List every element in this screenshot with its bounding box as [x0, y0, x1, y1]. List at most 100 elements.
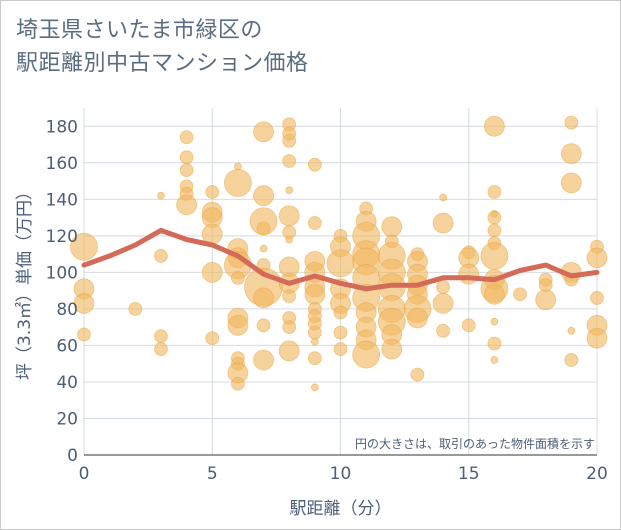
y-tick-label: 0: [67, 446, 78, 466]
bubble-point: [483, 283, 505, 305]
bubble-point: [201, 261, 223, 283]
bubble-point: [586, 247, 608, 269]
bubble-point: [535, 289, 557, 311]
bubble-point: [326, 249, 355, 278]
bubble-point: [282, 133, 297, 148]
bubble-point: [278, 205, 300, 227]
bubble-point: [230, 376, 245, 391]
bubble-point: [590, 291, 604, 305]
bubble-point: [154, 249, 168, 263]
bubble-layer: [70, 115, 608, 392]
x-tick-label: 10: [330, 464, 352, 484]
bubble-point: [490, 356, 499, 364]
bubble-point: [436, 280, 451, 294]
y-axis-ticks: 0 20 40 60 80 100 120 140 160 180: [46, 117, 78, 466]
x-tick-label: 5: [207, 464, 218, 484]
bubble-point: [564, 115, 579, 130]
bubble-point: [307, 351, 322, 366]
x-tick-label: 15: [458, 464, 480, 484]
average-price-line: [81, 227, 600, 292]
bubble-point: [487, 210, 502, 225]
y-tick-label: 80: [56, 300, 78, 320]
bubble-point: [179, 150, 194, 165]
bubble-point: [73, 293, 95, 314]
bubble-point: [307, 325, 322, 340]
bubble-point: [432, 293, 454, 314]
bubble-point: [256, 318, 271, 333]
bubble-point: [70, 232, 98, 261]
x-axis-label: 駅距離（分）: [290, 499, 392, 519]
bubble-point: [381, 216, 403, 238]
bubble-point: [513, 287, 527, 302]
bubble-point: [176, 194, 198, 216]
bubble-point: [461, 318, 476, 333]
bubble-point: [310, 383, 319, 392]
bubble-point: [436, 323, 451, 338]
bubble-point: [227, 314, 249, 336]
bubble-point: [352, 340, 381, 369]
bubble-point: [233, 162, 242, 171]
bubble-point: [230, 270, 245, 285]
bubble-point: [480, 242, 509, 270]
bubble-point: [285, 235, 294, 244]
bubble-point: [564, 353, 579, 367]
x-tick-label: 20: [586, 464, 608, 484]
y-tick-label: 100: [46, 263, 78, 283]
bubble-point: [560, 143, 582, 165]
bubble-point: [253, 185, 274, 207]
bubble-point: [560, 172, 582, 194]
x-tick-label: 0: [79, 464, 90, 484]
y-tick-label: 20: [56, 409, 78, 429]
bubble-point: [179, 163, 194, 177]
bubble-point: [253, 287, 274, 309]
bubble-point: [278, 340, 300, 362]
y-tick-label: 60: [56, 336, 78, 356]
bubble-point: [439, 193, 448, 202]
y-tick-label: 40: [56, 373, 78, 393]
y-tick-label: 140: [46, 190, 78, 210]
bubble-point: [333, 305, 348, 320]
bubble-point: [256, 221, 271, 236]
bubble-point: [487, 336, 502, 351]
bubble-point: [282, 320, 297, 335]
chart-title-line-1: 埼玉県さいたま市緑区の: [16, 18, 263, 43]
bubble-point: [154, 342, 168, 356]
bubble-point: [333, 342, 348, 356]
bubble-point: [205, 185, 220, 199]
bubble-point: [307, 157, 322, 172]
y-tick-label: 120: [46, 227, 78, 247]
chart-title-line-2: 駅距離別中古マンション価格: [16, 51, 309, 76]
y-tick-label: 180: [46, 117, 78, 137]
bubble-point: [154, 329, 168, 344]
bubble-point: [567, 326, 576, 335]
bubble-point: [157, 191, 165, 200]
y-axis-label: 坪（3.3㎡）単価（万円）: [15, 183, 35, 380]
bubble-point: [253, 121, 274, 143]
bubble-point: [282, 289, 297, 304]
bubble-point: [223, 168, 252, 197]
bubble-point: [307, 216, 322, 230]
bubble-point: [487, 185, 502, 199]
bubble-point: [410, 367, 425, 382]
y-tick-label: 160: [46, 154, 78, 174]
bubble-point: [77, 327, 91, 342]
bubble-point: [483, 115, 505, 137]
bubble-point: [333, 325, 348, 340]
bubble-point: [458, 263, 480, 285]
bubble-point: [179, 130, 194, 145]
chart-title: 埼玉県さいたま市緑区の 駅距離別中古マンション価格: [16, 14, 496, 80]
bubble-point: [310, 337, 319, 346]
bubble-point: [490, 317, 499, 326]
bubble-point: [253, 349, 274, 371]
bubble-point: [128, 301, 143, 316]
bubble-point: [205, 331, 220, 346]
bubble-size-note: 円の大きさは、取引のあった物件面積を示す: [355, 436, 595, 451]
bubble-point: [586, 327, 608, 349]
bubble-point: [285, 186, 294, 195]
bubble-point: [304, 283, 326, 305]
bubble-point: [381, 338, 403, 360]
x-axis-ticks: 0 5 10 15 20: [79, 464, 608, 484]
bubble-point: [259, 244, 268, 253]
bubble-point: [407, 307, 428, 329]
